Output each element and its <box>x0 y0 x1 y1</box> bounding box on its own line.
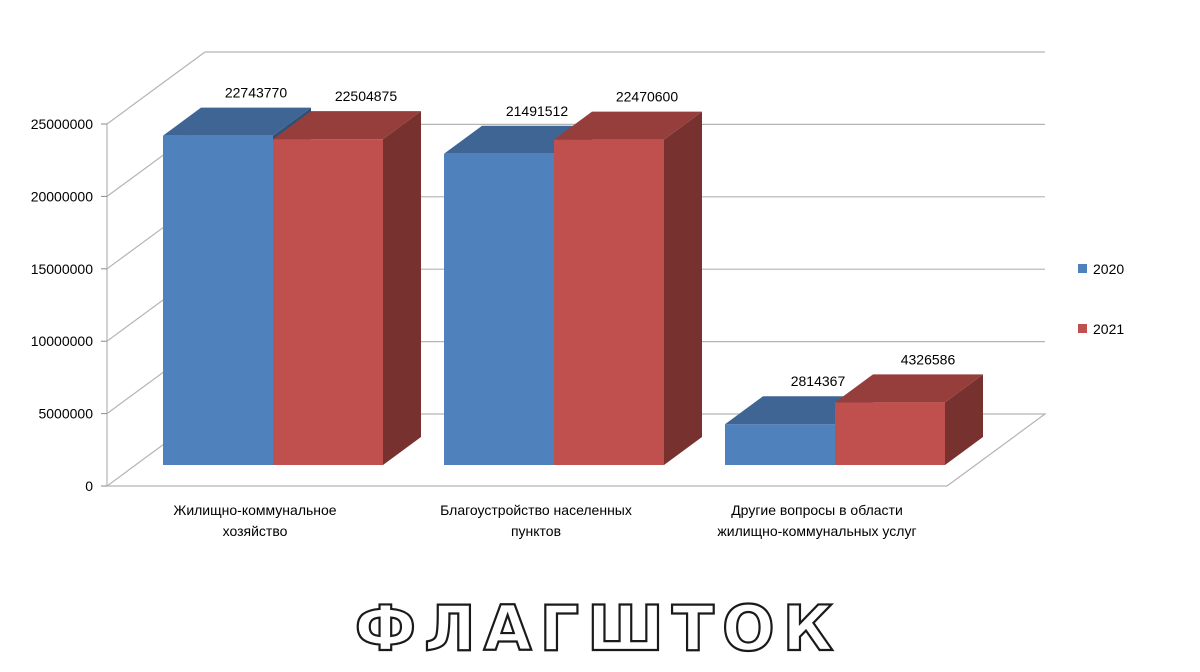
bar-2021-3 <box>835 374 983 465</box>
legend-item-2020: 2020 <box>1078 261 1124 277</box>
legend-swatch <box>1078 324 1087 333</box>
category-label: Жилищно-коммунальное хозяйство <box>173 502 336 539</box>
y-tick-label: 20000000 <box>31 188 94 204</box>
category-label: Благоустройство населенных пунктов <box>440 502 632 539</box>
data-label: 2814367 <box>791 373 846 389</box>
bar-side-face <box>945 374 983 465</box>
legend-item-2021: 2021 <box>1078 321 1124 337</box>
data-label: 22743770 <box>225 85 288 101</box>
bar-front-face <box>163 135 273 465</box>
bar-front-face <box>444 153 554 465</box>
category-label-line: Благоустройство населенных <box>440 502 632 518</box>
data-labels: 22743770 22504875 21491512 22470600 2814367 4… <box>225 85 956 390</box>
bar-front-face <box>835 402 945 465</box>
bars <box>163 107 983 466</box>
y-tick-label: 25000000 <box>31 116 94 132</box>
bar-side-face <box>664 111 702 466</box>
bar-front-face <box>273 139 383 466</box>
bar-top-face <box>273 111 421 140</box>
watermark-logo: ФЛАГШТОК <box>355 592 842 665</box>
category-label-line: хозяйство <box>223 523 288 539</box>
category-label-line: жилищно-коммунальных услуг <box>717 523 916 539</box>
gridline-side <box>106 51 206 125</box>
legend-swatch <box>1078 264 1087 273</box>
y-axis-ticks: 0 5000000 10000000 15000000 20000000 25000000 <box>31 116 94 494</box>
data-label: 4326586 <box>901 351 956 367</box>
bar-side-face <box>383 111 421 466</box>
bar-2021-1 <box>273 111 421 466</box>
category-label-line: Жилищно-коммунальное <box>173 502 336 518</box>
category-label-line: Другие вопросы в области <box>731 502 903 518</box>
data-label: 22470600 <box>616 89 679 105</box>
bar-front-face <box>725 424 835 465</box>
category-label: Другие вопросы в области жилищно-коммунал… <box>717 502 916 539</box>
data-label: 21491512 <box>506 103 569 119</box>
data-label: 22504875 <box>335 88 398 104</box>
y-tick-label: 0 <box>85 478 93 494</box>
bar-top-face <box>554 111 702 140</box>
bar-top-face <box>163 107 311 136</box>
bar-2021-2 <box>554 111 702 466</box>
bar-front-face <box>554 139 664 465</box>
y-tick-label: 5000000 <box>38 406 93 422</box>
category-label-line: пунктов <box>511 523 561 539</box>
x-axis-categories: Жилищно-коммунальное хозяйство Благоустрой… <box>173 502 916 539</box>
bar-top-face <box>835 374 983 403</box>
legend-label: 2020 <box>1093 261 1124 277</box>
y-tick-label: 15000000 <box>31 261 94 277</box>
legend: 2020 2021 <box>1078 261 1124 337</box>
legend-label: 2021 <box>1093 321 1124 337</box>
y-tick-label: 10000000 <box>31 333 94 349</box>
